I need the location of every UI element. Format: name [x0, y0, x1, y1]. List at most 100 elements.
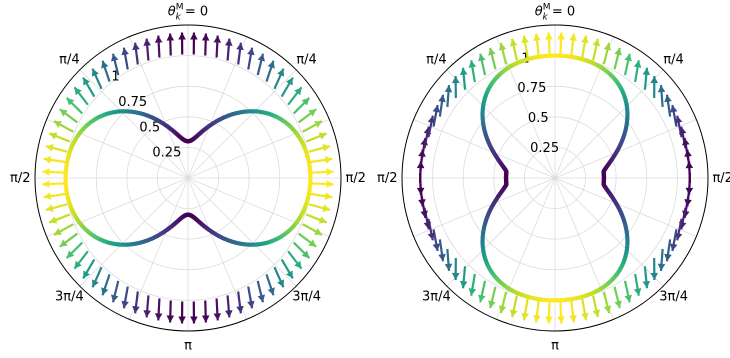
- field-arrow-head: [432, 105, 441, 113]
- field-arrow-head: [74, 260, 82, 269]
- field-arrow-head: [301, 250, 310, 259]
- field-arrow-head: [236, 42, 244, 51]
- field-arrow-head: [678, 126, 687, 135]
- field-arrow-head: [624, 53, 632, 62]
- field-arrow-head: [592, 309, 601, 318]
- field-arrow-head: [664, 94, 672, 103]
- angular-tick-label: π/2: [377, 171, 397, 186]
- angular-tick-label: π/2: [712, 171, 730, 186]
- field-arrow-head: [669, 243, 678, 251]
- field-arrow-head: [669, 105, 678, 113]
- field-arrow-head: [178, 316, 186, 324]
- field-arrow-head: [301, 97, 310, 106]
- angular-gridline: [129, 177, 189, 320]
- field-arrow-head: [438, 94, 446, 103]
- field-arrow-head: [45, 204, 54, 212]
- field-arrow-head: [201, 33, 210, 41]
- field-arrow-head: [633, 60, 642, 68]
- field-arrow-head: [267, 60, 275, 69]
- field-arrow-head: [478, 53, 486, 62]
- field-arrow-head: [444, 85, 453, 93]
- field-arrow-head: [286, 270, 293, 279]
- field-arrow-head: [603, 305, 612, 314]
- angular-tick-label: π/4: [59, 52, 79, 67]
- field-arrow-head: [190, 316, 198, 324]
- angular-gridline: [187, 177, 247, 320]
- field-arrow-head: [326, 180, 334, 188]
- field-arrow-head: [42, 180, 50, 188]
- field-arrow-head: [49, 132, 58, 140]
- polar-frame: [401, 24, 709, 332]
- field-arrow-head: [420, 210, 428, 218]
- angular-gridline: [79, 177, 189, 287]
- field-arrow-head: [581, 312, 589, 321]
- field-arrow-head: [592, 38, 601, 47]
- field-arrow-head: [521, 35, 529, 44]
- field-arrow-head: [468, 288, 477, 296]
- field-arrow-head: [101, 60, 109, 69]
- field-arrow-head: [66, 97, 75, 106]
- angular-tick-label: π: [551, 339, 559, 354]
- field-arrow-head: [43, 156, 52, 164]
- radial-tick-label: 0.5: [528, 111, 549, 126]
- radial-tick-label: 0.25: [152, 146, 181, 161]
- field-arrow-head: [657, 85, 666, 93]
- field-arrow-head: [166, 33, 175, 41]
- field-arrow-head: [49, 216, 58, 224]
- field-arrow-head: [247, 300, 255, 309]
- field-arrow-head: [54, 228, 62, 235]
- polar-frame: [34, 24, 342, 332]
- field-arrow-head: [642, 67, 651, 76]
- field-arrow-head: [66, 250, 75, 259]
- field-arrow-head: [509, 309, 518, 318]
- polar-title: θM k = 0: [535, 3, 575, 23]
- field-arrow-head: [54, 121, 62, 128]
- field-arrow-head: [633, 288, 642, 296]
- field-arrow-head: [650, 272, 659, 280]
- field-arrow-head: [642, 280, 651, 289]
- field-arrow-head: [427, 115, 436, 124]
- field-arrow-head: [684, 149, 692, 157]
- field-arrow-head: [257, 53, 265, 62]
- field-arrow-head: [427, 232, 436, 241]
- field-arrow-head: [59, 109, 68, 117]
- field-arrow-head: [257, 294, 265, 303]
- field-arrow-head: [603, 42, 612, 51]
- field-arrow-head: [322, 144, 331, 152]
- field-arrow-head: [213, 35, 222, 43]
- field-arrow-head: [314, 121, 322, 128]
- field-arrow-head: [478, 294, 486, 303]
- angular-tick-label: π: [184, 339, 192, 354]
- field-arrow-head: [236, 305, 244, 314]
- radial-tick-label: 0.25: [530, 141, 559, 156]
- field-arrow-head: [545, 316, 553, 324]
- field-arrow-head: [318, 216, 327, 224]
- field-arrow-head: [213, 313, 222, 321]
- field-arrow-head: [488, 300, 496, 309]
- field-arrow-head: [557, 32, 565, 40]
- field-arrow-head: [154, 313, 163, 321]
- radial-tick-label: 0.75: [118, 95, 147, 110]
- field-arrow-head: [277, 279, 285, 288]
- field-arrow-head: [498, 305, 507, 314]
- field-arrow-head: [83, 77, 90, 86]
- field-arrow-head: [318, 132, 327, 140]
- field-arrow-head: [166, 315, 175, 323]
- field-arrow-head: [569, 33, 577, 41]
- angular-tick-label: 3π/4: [659, 290, 688, 305]
- angular-gridline: [187, 36, 247, 179]
- field-arrow-head: [121, 47, 129, 56]
- field-arrow-head: [650, 76, 659, 84]
- field-arrow-head: [132, 42, 140, 51]
- angular-gridline: [129, 36, 189, 179]
- field-arrow-head: [83, 270, 90, 279]
- field-arrow-head: [451, 272, 460, 280]
- field-arrow-head: [45, 144, 54, 152]
- field-arrow-head: [521, 312, 529, 321]
- field-arrow-head: [432, 243, 441, 251]
- field-arrow-head: [685, 161, 694, 169]
- field-arrow-head: [451, 76, 460, 84]
- field-arrow-head: [682, 138, 690, 146]
- field-arrow-head: [569, 315, 577, 323]
